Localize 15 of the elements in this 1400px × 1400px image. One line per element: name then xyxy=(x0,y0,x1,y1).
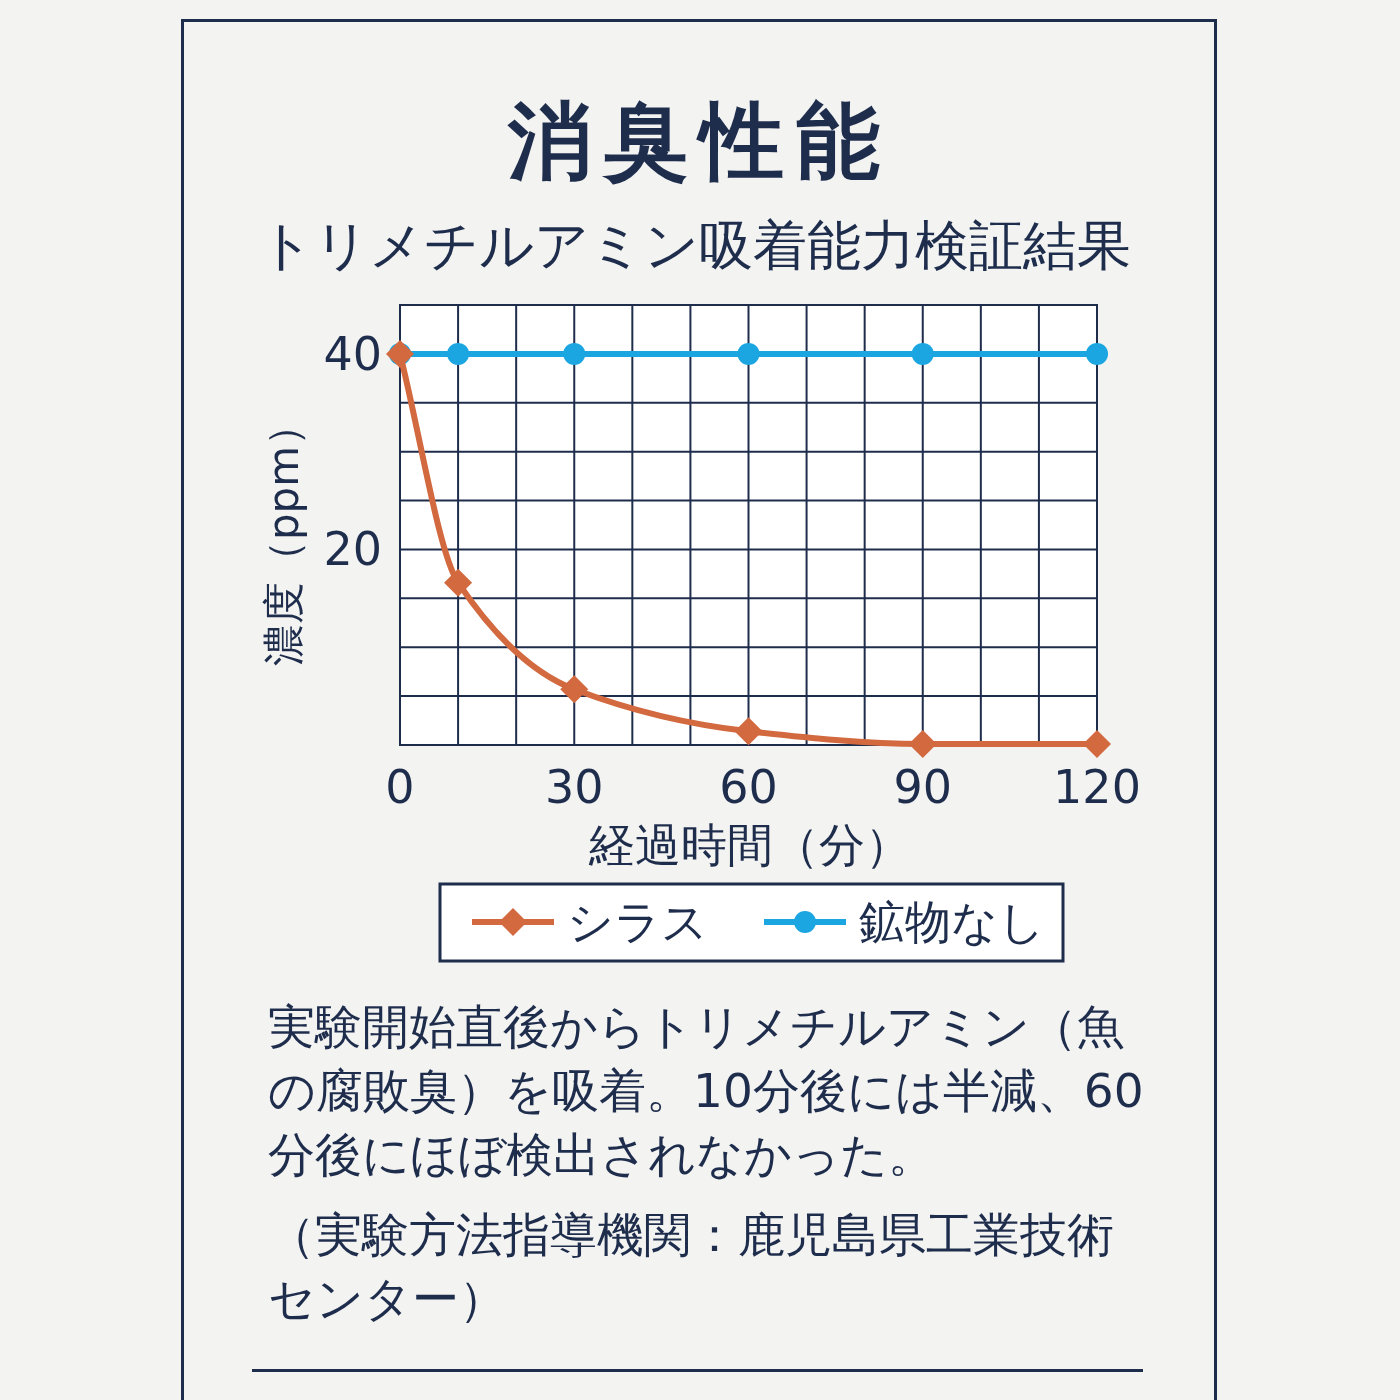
ylabel: 濃度（ppm） xyxy=(259,403,308,667)
ytick: 20 xyxy=(323,522,382,577)
title: 消臭性能 xyxy=(506,91,893,192)
subtitle: トリメチルアミン吸着能力検証結果 xyxy=(258,213,1132,279)
xtick: 120 xyxy=(1053,760,1141,814)
xlabel: 経過時間（分） xyxy=(588,817,912,874)
xtick: 30 xyxy=(545,760,604,814)
xtick: 90 xyxy=(893,760,952,814)
annotation: （実験方法指導機関：鹿児島県工業技術センター） xyxy=(268,1206,1115,1328)
ytick: 40 xyxy=(323,326,382,381)
annotation: 実験開始直後からトリメチルアミン（魚の腐敗臭）を吸着。10分後には半減、60分後にほぼ検出されなかった。 xyxy=(268,998,1145,1184)
xtick: 60 xyxy=(719,760,778,814)
xtick: 0 xyxy=(385,760,415,814)
legend-label: シラス xyxy=(567,895,708,949)
legend-label: 鉱物なし xyxy=(859,895,1045,949)
